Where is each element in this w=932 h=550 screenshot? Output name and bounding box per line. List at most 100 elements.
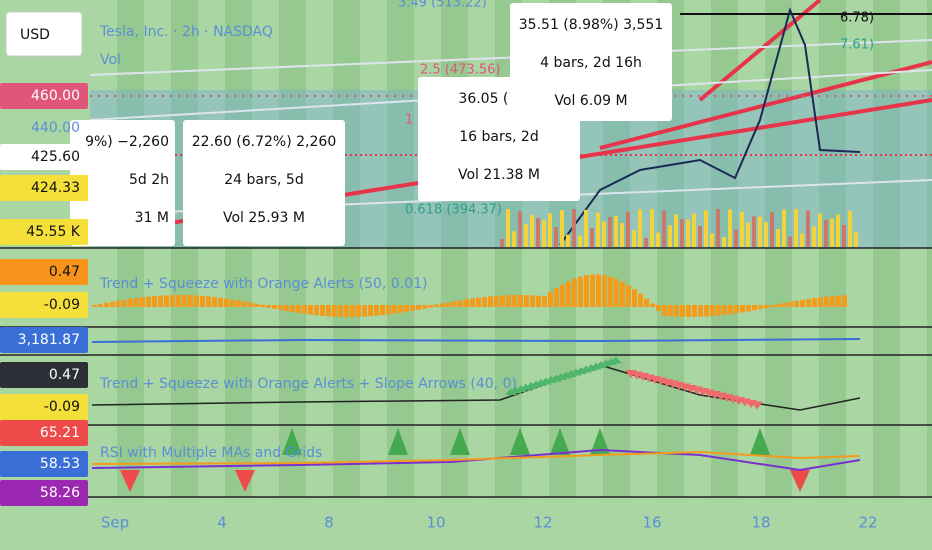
volume-bar — [698, 225, 702, 247]
histogram-bar — [464, 299, 469, 307]
histogram-bar — [248, 302, 253, 307]
histogram-bar — [344, 305, 349, 317]
histogram-bar — [272, 305, 277, 309]
histogram-bar — [320, 305, 325, 316]
histogram-bar — [290, 305, 295, 313]
volume-bar — [764, 222, 768, 247]
fib-label: 1 — [405, 113, 413, 128]
histogram-bar — [326, 305, 331, 317]
price-label: 45.55 K — [26, 224, 81, 240]
histogram-bar — [92, 305, 97, 307]
signal-triangle — [510, 428, 530, 455]
time-label: 4 — [217, 514, 227, 532]
histogram-bar — [440, 303, 445, 307]
volume-bar — [644, 237, 648, 247]
volume-bar — [662, 210, 666, 247]
histogram-bar — [116, 300, 121, 307]
currency-button[interactable] — [5, 11, 83, 57]
price-label-bg — [0, 480, 88, 506]
histogram-bar — [470, 298, 475, 307]
volume-bar — [830, 218, 834, 247]
volume-bar — [608, 217, 612, 247]
measure-text: 24 bars, 5d — [224, 172, 303, 188]
volume-bar — [746, 222, 750, 247]
measure-text: Vol 21.38 M — [458, 167, 540, 183]
volume-bar — [776, 229, 780, 247]
histogram-bar — [236, 300, 241, 307]
histogram-bar — [458, 300, 463, 307]
histogram-bar — [110, 301, 115, 307]
histogram-bar — [284, 305, 289, 312]
price-label: 440.00 — [31, 120, 80, 136]
price-label: 424.33 — [31, 180, 80, 196]
time-label: 22 — [858, 514, 877, 532]
histogram-bar — [716, 305, 721, 316]
volume-bar — [518, 211, 522, 247]
histogram-bar — [146, 296, 151, 307]
volume-bar — [668, 225, 672, 247]
histogram-bar — [674, 305, 679, 317]
price-label-bg — [0, 144, 88, 170]
price-label-bg — [0, 219, 88, 245]
volume-bar — [560, 210, 564, 247]
indicator-title: Trend + Squeeze with Orange Alerts + Slo… — [99, 376, 517, 392]
histogram-bar — [452, 301, 457, 307]
histogram-bar — [212, 297, 217, 307]
histogram-bar — [104, 302, 109, 307]
histogram-bar — [824, 296, 829, 307]
volume-bar — [614, 215, 618, 247]
histogram-bar — [278, 305, 283, 310]
histogram-bar — [260, 304, 265, 307]
histogram-bar — [794, 300, 799, 307]
histogram-bar — [806, 298, 811, 307]
histogram-bar — [518, 295, 523, 307]
histogram-bar — [632, 289, 637, 307]
volume-bar — [578, 235, 582, 247]
histogram-bar — [506, 295, 511, 307]
histogram-bar — [254, 303, 259, 307]
trend-line — [599, 60, 932, 150]
histogram-bar — [98, 303, 103, 307]
signal-triangle — [590, 428, 610, 455]
histogram-bar — [242, 301, 247, 307]
histogram-bar — [152, 296, 157, 307]
volume-bar — [512, 231, 516, 247]
volume-bar — [566, 234, 570, 247]
volume-bar — [710, 233, 714, 247]
histogram-bar — [296, 305, 301, 313]
histogram-bar — [680, 305, 685, 317]
price-label-bg — [0, 83, 88, 109]
histogram-bar — [842, 295, 847, 307]
histogram-bar — [590, 274, 595, 307]
histogram-bar — [500, 295, 505, 307]
histogram-bar — [356, 305, 361, 317]
volume-bar — [692, 213, 696, 247]
volume-bar — [854, 232, 858, 247]
histogram-bar — [728, 305, 733, 315]
volume-bar — [620, 223, 624, 247]
volume-bar — [584, 209, 588, 247]
volume-bar — [674, 214, 678, 247]
price-label: 58.53 — [40, 456, 80, 472]
measure-text: 5d 2h — [129, 172, 169, 188]
histogram-bar — [668, 305, 673, 317]
volume-bar — [554, 227, 558, 247]
volume-bar — [680, 218, 684, 247]
fib-label: 0.618 (394.37) — [405, 203, 502, 218]
price-label: 65.21 — [40, 425, 80, 441]
histogram-bar — [638, 293, 643, 307]
price-label-bg — [0, 420, 88, 446]
histogram-bar — [776, 303, 781, 307]
histogram-bar — [536, 295, 541, 307]
measure-box — [510, 3, 672, 121]
histogram-bar — [266, 305, 271, 308]
histogram-bar — [758, 305, 763, 310]
histogram-bar — [620, 281, 625, 307]
histogram-bar — [434, 304, 439, 307]
currency-label[interactable]: USD — [20, 27, 50, 43]
volume-bar — [800, 233, 804, 247]
histogram-bar — [650, 303, 655, 307]
indicator-line — [91, 338, 861, 343]
histogram-bar — [812, 298, 817, 307]
price-label: -0.09 — [44, 399, 80, 415]
